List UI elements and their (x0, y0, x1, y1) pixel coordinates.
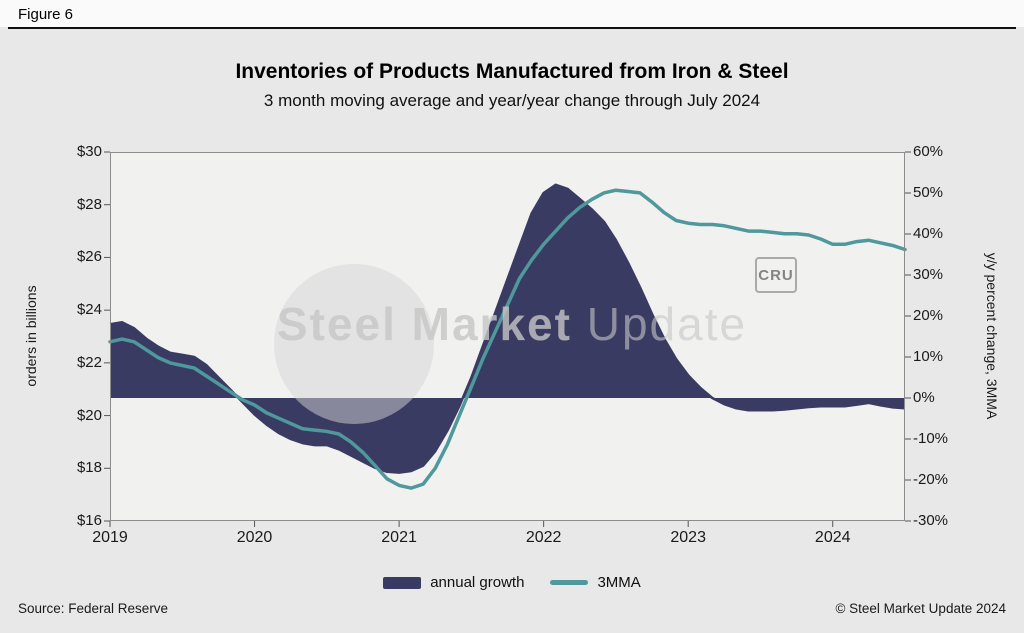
x-axis-tick: 2023 (670, 529, 706, 546)
plot-border (110, 152, 905, 521)
annual-growth-label: annual growth (430, 574, 525, 591)
source-note: Source: Federal Reserve (18, 601, 169, 616)
y-axis-left-tick: $16 (76, 512, 102, 529)
y-axis-right-tick: 0% (913, 389, 935, 406)
annual-growth-edge (109, 183, 906, 474)
legend: annual growth 3MMA (0, 574, 1024, 591)
y-axis-left-tick: $22 (76, 353, 102, 371)
x-axis-tick: 2021 (381, 529, 417, 546)
y-axis-right-tick: 30% (913, 266, 944, 283)
mma-swatch (550, 580, 589, 585)
y-axis-left-tick: $26 (76, 248, 102, 266)
y-axis-left-tick: $30 (76, 143, 102, 160)
header-rule (8, 27, 1016, 29)
y-axis-left-tick: $20 (76, 406, 102, 424)
legend-item-3mma: 3MMA (550, 574, 641, 591)
chart-subtitle: 3 month moving average and year/year cha… (263, 91, 761, 110)
x-axis-tick: 2020 (236, 529, 273, 546)
y-axis-right-tick: -30% (913, 512, 949, 529)
y-axis-right-tick: 40% (913, 225, 944, 242)
y-axis-right-tick: -20% (913, 471, 949, 488)
header-strip (0, 0, 1024, 27)
x-axis-tick: 2022 (525, 529, 562, 546)
legend-item-annual-growth: annual growth (383, 574, 524, 591)
y-axis-left-tick: $18 (76, 459, 102, 477)
mma-label: 3MMA (597, 574, 641, 591)
y-axis-right-tick: 10% (913, 348, 944, 365)
chart-title: Inventories of Products Manufactured fro… (235, 60, 789, 83)
y-axis-left-tick: $28 (76, 195, 102, 213)
x-axis-tick: 2024 (814, 529, 851, 546)
y-axis-left-tick: $24 (76, 301, 102, 319)
figure-label: Figure 6 (18, 6, 74, 23)
right-axis-title: y/y percent change, 3MMA (984, 252, 1000, 420)
copyright-note: © Steel Market Update 2024 (835, 601, 1006, 616)
y-axis-right-tick: 60% (913, 143, 944, 160)
plot-area (104, 151, 911, 527)
x-axis-tick: 2019 (92, 529, 128, 546)
y-axis-right-tick: 50% (913, 184, 944, 201)
y-axis-right-tick: -10% (913, 430, 949, 447)
y-axis-right-tick: 20% (913, 307, 944, 324)
annual-growth-swatch (383, 576, 422, 589)
mma-line (108, 188, 907, 490)
